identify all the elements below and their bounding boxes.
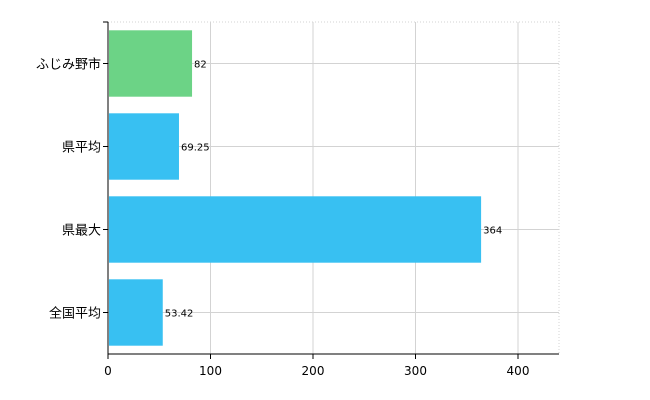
- x-tick-label: 0: [104, 364, 112, 378]
- bar: [109, 279, 163, 346]
- bar: [109, 30, 193, 97]
- axes: [103, 21, 559, 359]
- bar: [109, 113, 179, 180]
- category-label: 県最大: [62, 224, 101, 239]
- bar: [109, 196, 482, 263]
- x-tick-label: 300: [404, 364, 427, 378]
- x-tick-label: 400: [507, 364, 530, 378]
- labels: 0 100 200 300 400 ふじみ野市 82 県平均 69.25 県最大 364 全国平均 53…: [36, 57, 529, 379]
- data-label: 69.25: [181, 143, 210, 154]
- x-tick-label: 100: [199, 364, 222, 378]
- data-label: 364: [483, 226, 502, 237]
- category-label: 全国平均: [49, 306, 101, 322]
- data-label: 82: [194, 60, 207, 71]
- bars: [109, 30, 482, 346]
- x-tick-label: 200: [302, 364, 325, 378]
- category-label: ふじみ野市: [36, 57, 101, 73]
- data-label: 53.42: [165, 309, 194, 320]
- category-label: 県平均: [62, 141, 101, 156]
